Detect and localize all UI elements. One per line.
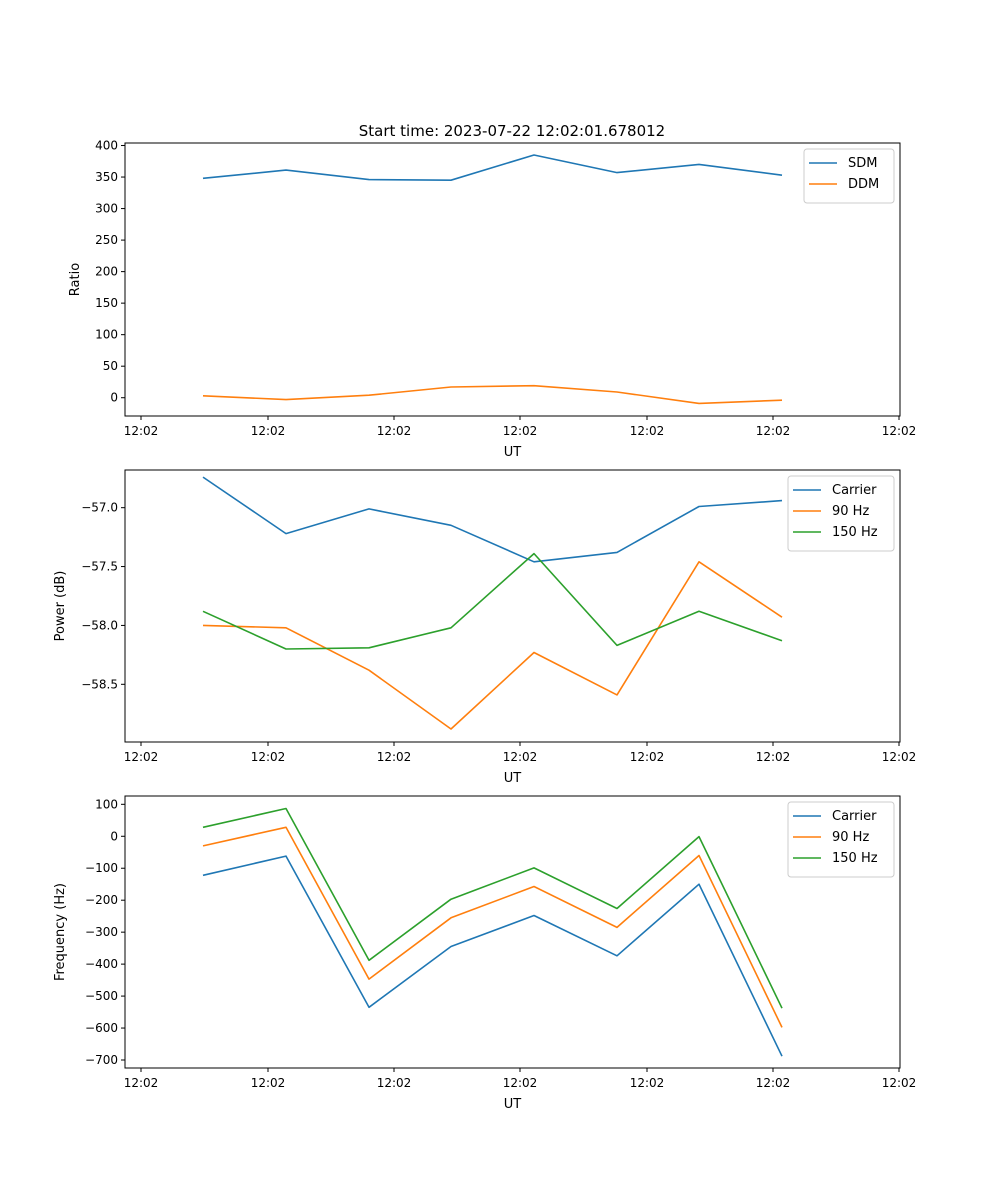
y-tick-label: 250	[95, 233, 118, 247]
y-tick-label: 0	[110, 391, 118, 405]
y-tick-label: −57.5	[81, 560, 118, 574]
series-line-carrier	[202, 855, 783, 1057]
y-axis-label: Frequency (Hz)	[53, 883, 68, 981]
legend-label: 150 Hz	[832, 525, 878, 540]
legend: SDM DDM	[803, 148, 895, 204]
panel-2: 12:02 12:02 12:02 12:02 12:02 12:02 12:02 −58.5…	[53, 469, 917, 786]
y-tick-label: −500	[85, 989, 118, 1003]
y-tick-label: 100	[95, 328, 118, 342]
x-tick-label: 12:02	[251, 1076, 286, 1090]
x-tick-label: 12:02	[756, 424, 791, 438]
x-tick-label: 12:02	[630, 424, 665, 438]
y-tick-label: 300	[95, 202, 118, 216]
y-tick-label: 50	[103, 359, 118, 373]
x-tick-label: 12:02	[377, 1076, 412, 1090]
series-line-90-hz	[202, 826, 783, 1028]
series-line-150-hz	[202, 807, 783, 1009]
y-tick-label: −600	[85, 1021, 118, 1035]
legend-label: 150 Hz	[832, 851, 878, 866]
y-tick-label: 150	[95, 296, 118, 310]
series-line-90-hz	[202, 560, 783, 730]
x-tick-label: 12:02	[630, 1076, 665, 1090]
legend-label: DDM	[848, 177, 879, 192]
y-tick-label: −300	[85, 925, 118, 939]
x-tick-label: 12:02	[503, 750, 538, 764]
series-line-150-hz	[202, 552, 783, 650]
y-tick-label: −700	[85, 1053, 118, 1067]
x-tick-label: 12:02	[251, 750, 286, 764]
panel-3: 12:02 12:02 12:02 12:02 12:02 12:02 12:02 −700 −…	[53, 795, 917, 1112]
y-tick-label: −100	[85, 861, 118, 875]
legend-label: SDM	[848, 156, 877, 171]
axes-frame	[124, 142, 901, 417]
x-axis-label: UT	[504, 771, 522, 786]
y-tick-label: 100	[95, 797, 118, 811]
y-tick-label: 350	[95, 170, 118, 184]
legend-label: Carrier	[832, 809, 877, 824]
legend: Carrier 90 Hz 150 Hz	[787, 801, 895, 878]
series-line-ddm	[202, 384, 783, 405]
legend-label: Carrier	[832, 483, 877, 498]
panel-1: 12:02 12:02 12:02 12:02 12:02 12:02 12:02 0 50 10…	[68, 139, 916, 460]
x-tick-label: 12:02	[882, 750, 917, 764]
series-line-carrier	[202, 476, 783, 563]
figure-title: Start time: 2023-07-22 12:02:01.678012	[359, 122, 665, 140]
x-tick-label: 12:02	[124, 750, 159, 764]
x-tick-label: 12:02	[503, 424, 538, 438]
y-tick-label: −58.5	[81, 677, 118, 691]
y-tick-label: 400	[95, 139, 118, 153]
x-tick-label: 12:02	[377, 750, 412, 764]
x-axis-label: UT	[504, 445, 522, 460]
y-tick-label: −58.0	[81, 618, 118, 632]
x-tick-label: 12:02	[251, 424, 286, 438]
legend-label: 90 Hz	[832, 830, 869, 845]
x-tick-label: 12:02	[630, 750, 665, 764]
x-tick-label: 12:02	[124, 1076, 159, 1090]
legend: Carrier 90 Hz 150 Hz	[787, 475, 895, 552]
legend-label: 90 Hz	[832, 504, 869, 519]
y-tick-label: −57.0	[81, 501, 118, 515]
panels: 12:02 12:02 12:02 12:02 12:02 12:02 12:02 0 50 10…	[53, 139, 916, 1112]
y-tick-label: 0	[110, 829, 118, 843]
y-axis-label: Power (dB)	[53, 571, 68, 642]
y-tick-label: 200	[95, 265, 118, 279]
series-line-sdm	[202, 154, 783, 181]
x-tick-label: 12:02	[882, 424, 917, 438]
y-tick-label: −400	[85, 957, 118, 971]
x-tick-label: 12:02	[503, 1076, 538, 1090]
axes-frame	[124, 469, 901, 743]
y-tick-label: −200	[85, 893, 118, 907]
x-tick-label: 12:02	[377, 424, 412, 438]
x-axis-label: UT	[504, 1097, 522, 1112]
y-axis-label: Ratio	[68, 263, 83, 296]
x-tick-label: 12:02	[882, 1076, 917, 1090]
x-tick-label: 12:02	[124, 424, 159, 438]
x-tick-label: 12:02	[756, 1076, 791, 1090]
x-tick-label: 12:02	[756, 750, 791, 764]
